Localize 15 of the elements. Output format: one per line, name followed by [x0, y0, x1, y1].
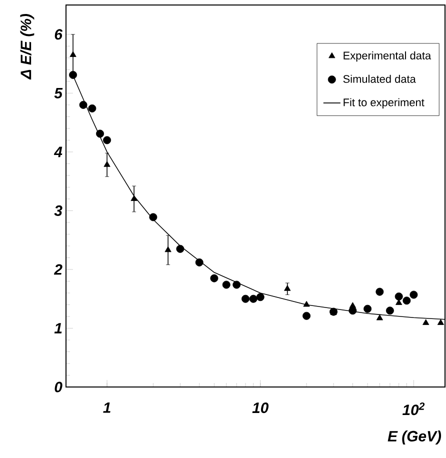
x-tick-label: 10$^{2}$: [402, 402, 425, 416]
y-tick-label: 0: [54, 382, 62, 392]
x-axis-title: E (GeV): [388, 430, 442, 444]
legend-label: Simulated data: [343, 74, 416, 83]
y-tick-label: 4: [54, 146, 62, 158]
y-tick-label: 5: [54, 88, 63, 98]
y-tick-label: 6: [54, 29, 63, 40]
y-tick-label: 1: [54, 323, 62, 334]
y-tick-label: 2: [54, 264, 62, 275]
x-tick-label: 10: [252, 402, 269, 414]
x-tick-label: 1: [103, 402, 110, 413]
legend-label: Fit to experiment: [344, 98, 424, 108]
legend-label: Experimental data: [344, 51, 432, 62]
y-tick-label: 3: [54, 205, 62, 216]
y-axis-title: Δ E/E (%): [20, 14, 34, 80]
